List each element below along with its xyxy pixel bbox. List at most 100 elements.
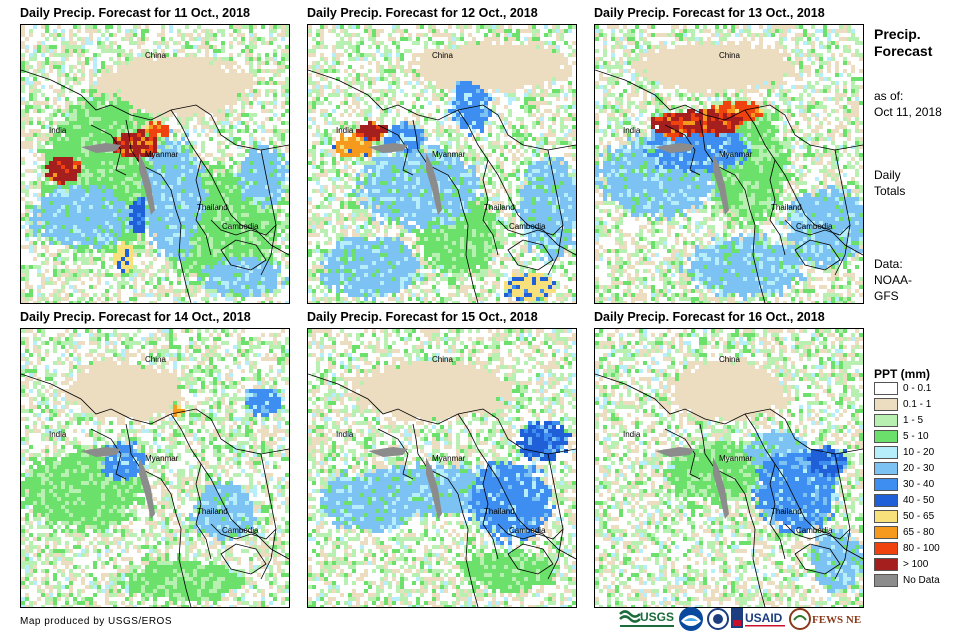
legend-item: No Data [874, 574, 964, 588]
border-line [547, 453, 564, 580]
legend-item: 1 - 5 [874, 414, 964, 428]
map-label-cambodia: Cambodia [509, 222, 546, 231]
border-line [90, 124, 127, 176]
border-line [547, 149, 564, 276]
border-line [507, 239, 554, 271]
legend-swatch [874, 574, 898, 587]
map-label-india: India [336, 126, 354, 135]
map-label-myanmar: Myanmar [432, 150, 466, 159]
map-label-thailand: Thailand [197, 203, 228, 212]
legend-item: 50 - 65 [874, 510, 964, 524]
border-line [482, 463, 499, 560]
legend-swatch [874, 494, 898, 507]
border-line [308, 373, 576, 455]
map-label-thailand: Thailand [484, 203, 515, 212]
map-label-india: India [336, 430, 354, 439]
legend-label: 30 - 40 [903, 478, 934, 491]
map-label-cambodia: Cambodia [796, 222, 833, 231]
precip-grid [308, 329, 576, 607]
map-label-myanmar: Myanmar [719, 454, 753, 463]
legend-item: 40 - 50 [874, 494, 964, 508]
legend-swatch [874, 446, 898, 459]
border-line [507, 543, 554, 575]
border-line [125, 119, 192, 303]
map-label-myanmar: Myanmar [719, 150, 753, 159]
usgs-logo: USGS [619, 610, 674, 627]
data-label: Data: [874, 256, 912, 272]
precip-map: China India Myanmar Thailand Cambodia [307, 24, 577, 304]
legend-item: 5 - 10 [874, 430, 964, 444]
map-label-myanmar: Myanmar [145, 454, 179, 463]
no-data-area [655, 447, 695, 457]
legend-label: 40 - 50 [903, 494, 934, 507]
precip-grid [21, 329, 289, 607]
map-label-myanmar: Myanmar [432, 454, 466, 463]
legend-swatch [874, 430, 898, 443]
legend-label: 10 - 20 [903, 446, 934, 459]
border-line [834, 149, 851, 276]
border-line [834, 453, 851, 580]
border-line [377, 428, 414, 480]
map-label-thailand: Thailand [771, 507, 802, 516]
dhs-seal-logo [707, 608, 729, 630]
data-noaa: NOAA- [874, 272, 912, 288]
map-label-china: China [145, 51, 166, 60]
border-line [220, 239, 267, 271]
legend-swatch [874, 398, 898, 411]
map-label-cambodia: Cambodia [796, 526, 833, 535]
legend-item: 65 - 80 [874, 526, 964, 540]
map-label-india: India [623, 126, 641, 135]
panel-title: Daily Precip. Forecast for 11 Oct., 2018 [20, 6, 250, 20]
precip-map: China India Myanmar Thailand Cambodia [594, 24, 864, 304]
precip-map: China India Myanmar Thailand Cambodia [307, 328, 577, 608]
no-data-area [368, 143, 408, 153]
no-data-area [81, 447, 121, 457]
border-line [412, 119, 479, 303]
legend-label: 5 - 10 [903, 430, 929, 443]
legend-item: > 100 [874, 558, 964, 572]
border-line [195, 463, 212, 560]
legend-label: 0.1 - 1 [903, 398, 931, 411]
border-line [497, 219, 564, 236]
data-gfs: GFS [874, 288, 912, 304]
legend-swatch [874, 414, 898, 427]
border-line [769, 159, 786, 256]
as-of-date: Oct 11, 2018 [874, 104, 942, 120]
border-line [784, 219, 851, 236]
border-line [412, 423, 479, 607]
border-line [794, 543, 841, 575]
no-data-area [713, 153, 729, 215]
map-label-china: China [719, 355, 740, 364]
border-line [784, 523, 851, 540]
border-line [170, 109, 289, 256]
no-data-area [655, 143, 695, 153]
precip-map: China India Myanmar Thailand Cambodia [20, 24, 290, 304]
no-data-area [713, 457, 729, 519]
legend-item: 80 - 100 [874, 542, 964, 556]
precip-grid [595, 25, 863, 303]
fews-net-logo: FEWS NET [789, 608, 861, 630]
border-line [699, 119, 766, 303]
precip-grid [21, 25, 289, 303]
sidebar-title: Precip. Forecast [874, 26, 932, 60]
border-line [595, 69, 863, 151]
precip-grid [595, 329, 863, 607]
border-line [21, 69, 289, 151]
noaa-logo [679, 607, 703, 631]
legend-label: 0 - 0.1 [903, 382, 931, 395]
map-label-cambodia: Cambodia [509, 526, 546, 535]
border-line [794, 239, 841, 271]
legend-item: 0 - 0.1 [874, 382, 964, 396]
legend-item: 0.1 - 1 [874, 398, 964, 412]
title-line-2: Forecast [874, 43, 932, 60]
no-data-area [81, 143, 121, 153]
border-line [260, 453, 277, 580]
legend-label: 50 - 65 [903, 510, 934, 523]
border-line [195, 159, 212, 256]
legend-swatch [874, 478, 898, 491]
legend-swatch [874, 510, 898, 523]
legend-label: No Data [903, 574, 940, 587]
no-data-area [426, 153, 442, 215]
legend-swatch [874, 526, 898, 539]
border-line [744, 413, 863, 560]
